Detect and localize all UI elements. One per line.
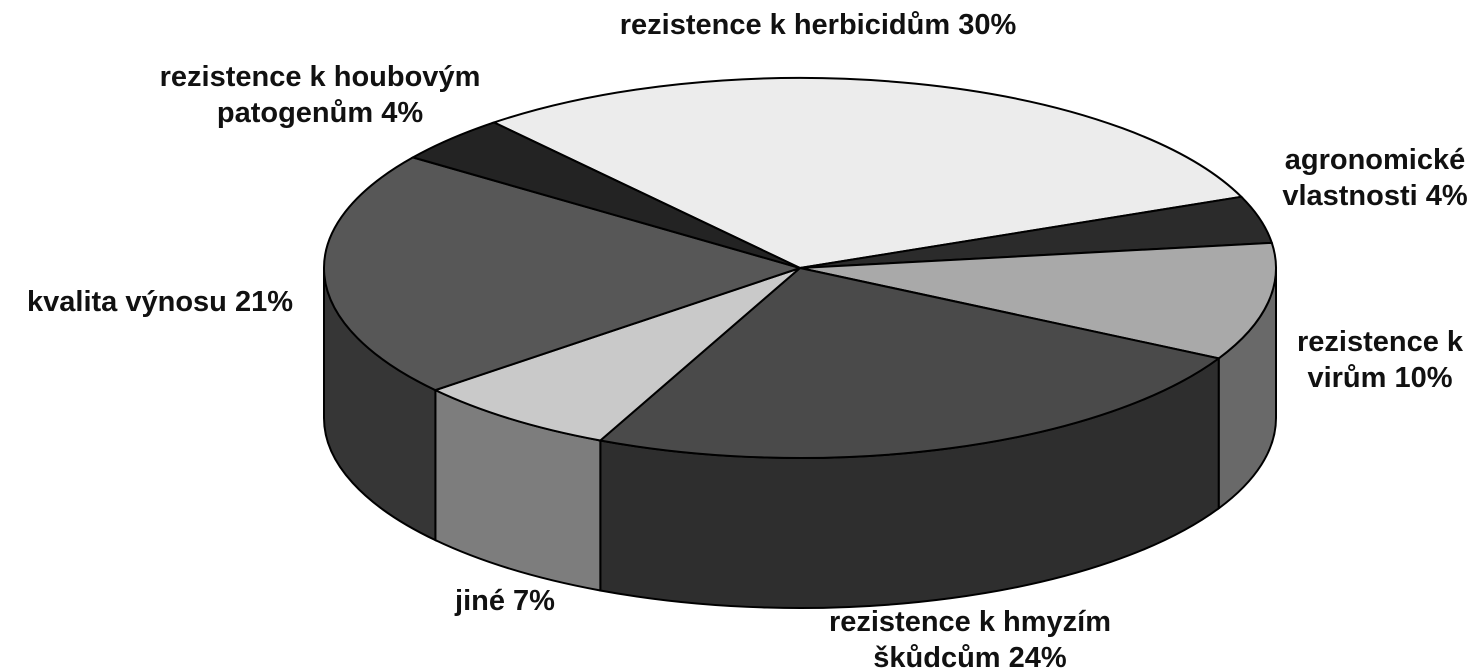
slice-label: rezistence k virům 10% bbox=[1280, 324, 1480, 396]
pie-slice bbox=[410, 121, 801, 269]
pie-slice bbox=[323, 156, 804, 392]
category-label: jiné bbox=[455, 585, 505, 617]
category-label: agronomické vlastnosti bbox=[1282, 144, 1466, 212]
pie-slice bbox=[491, 77, 1244, 270]
value-label: 10% bbox=[1394, 362, 1453, 394]
value-label: 21% bbox=[234, 286, 293, 318]
value-label: 30% bbox=[958, 9, 1017, 41]
category-label: kvalita výnosu bbox=[27, 286, 227, 318]
slice-label: rezistence k herbicidům 30% bbox=[518, 7, 1118, 43]
category-label: rezistence k hmyzím škůdcům bbox=[828, 606, 1112, 670]
value-label: 4% bbox=[381, 97, 424, 129]
category-label: rezistence k herbicidům bbox=[619, 9, 951, 41]
slice-label: kvalita výnosu 21% bbox=[0, 284, 320, 320]
category-label: rezistence k houbovým patogenům bbox=[159, 61, 481, 129]
slice-label: agronomické vlastnosti 4% bbox=[1265, 142, 1480, 214]
slice-label: jiné 7% bbox=[405, 583, 605, 619]
pie-slice bbox=[598, 266, 1222, 459]
value-label: 24% bbox=[1008, 642, 1067, 670]
value-label: 4% bbox=[1425, 180, 1468, 212]
pie-slice bbox=[432, 267, 801, 442]
slice-label: rezistence k houbovým patogenům 4% bbox=[120, 59, 520, 131]
category-label: rezistence k virům bbox=[1296, 326, 1464, 394]
value-label: 7% bbox=[513, 585, 555, 617]
slice-label: rezistence k hmyzím škůdcům 24% bbox=[800, 604, 1140, 670]
pie-slice bbox=[799, 241, 1277, 360]
